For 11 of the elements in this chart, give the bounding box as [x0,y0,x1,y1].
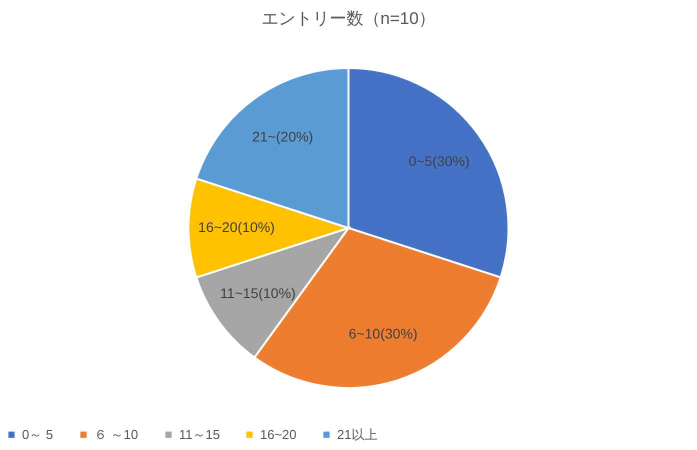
legend-label: 21以上 [337,426,378,442]
data-label: 21~(20%) [252,128,314,144]
legend-label: 16~20 [260,426,297,442]
data-label: 11~15(10%) [220,284,296,301]
data-label: 0~5(30%) [408,153,470,170]
data-label: 16~20(10%) [198,219,275,235]
legend-label: 0～ 5 [22,426,54,442]
legend-label: 11～15 [179,426,220,442]
data-label: 6~10(30%) [348,326,418,342]
legend-label: ６ ～10 [94,426,138,442]
chart-title: エントリー数（n=10） [261,9,436,28]
